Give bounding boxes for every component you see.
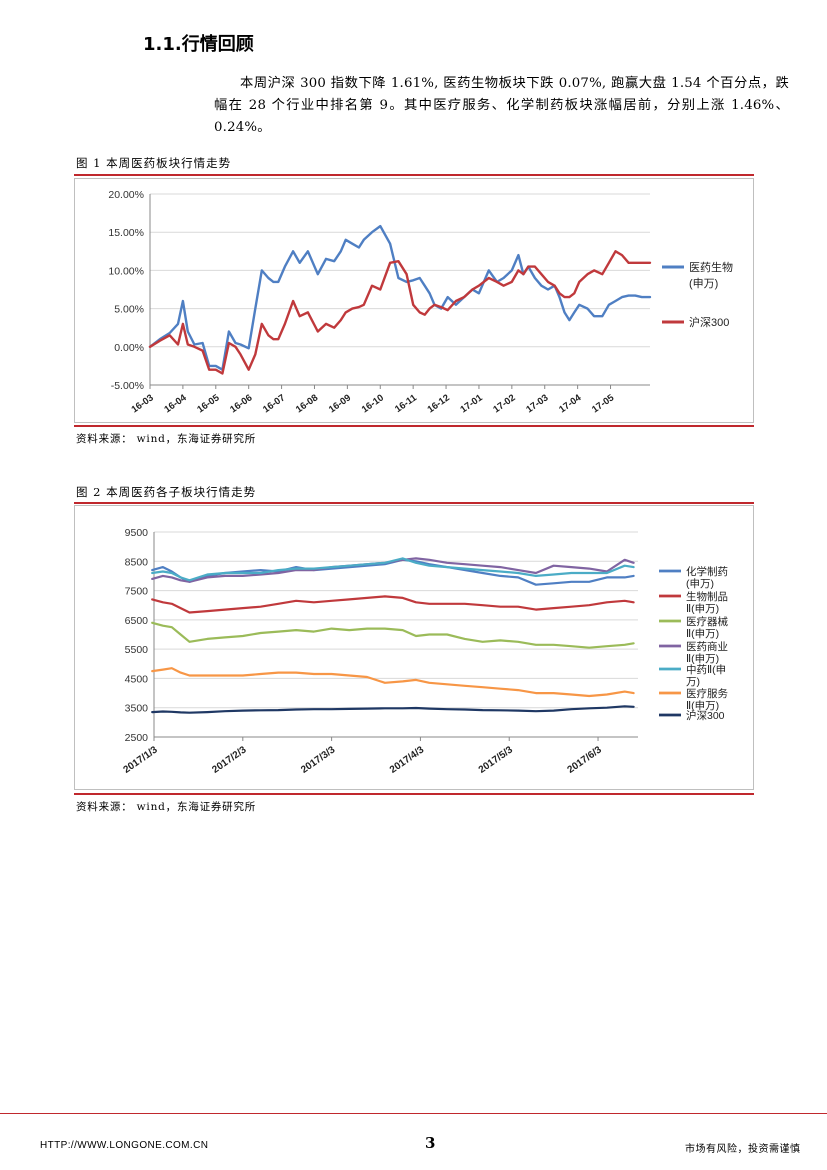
footer-disclaimer: 市场有风险，投资需谨慎 — [685, 1144, 801, 1155]
chart-frame — [74, 178, 754, 423]
series-line — [148, 250, 652, 375]
y-tick-label: 5.00% — [114, 304, 144, 316]
figure2-caption: 图 2 本周医药各子板块行情走势 — [76, 485, 257, 499]
y-tick-label: 4500 — [125, 673, 149, 685]
figure1-chart: -5.00%0.00%5.00%10.00%15.00%20.00%16-03 1… — [74, 178, 754, 423]
legend-label: 医疗器械 — [686, 615, 728, 628]
legend-label: Ⅱ(申万) — [686, 699, 719, 712]
legend-label: 医药生物 — [689, 260, 733, 274]
legend-label: 生物制品 — [686, 590, 728, 603]
figure2-bottom-rule — [74, 793, 754, 795]
figure2-source: 资料来源： wind，东海证券研究所 — [76, 801, 257, 813]
figure1-top-rule — [74, 174, 754, 176]
legend-label: 医疗服务 — [686, 687, 728, 700]
series-line — [151, 621, 635, 649]
legend-label: 医药商业 — [686, 640, 728, 653]
y-tick-label: 2500 — [125, 732, 149, 744]
y-tick-label: 20.00% — [108, 189, 144, 201]
footer-url[interactable]: HTTP://WWW.LONGONE.COM.CN — [40, 1140, 209, 1151]
y-tick-label: 3500 — [125, 703, 149, 715]
legend-label: 中药Ⅱ(申 — [686, 663, 726, 676]
series-line — [151, 558, 635, 586]
legend-label: Ⅱ(申万) — [686, 627, 719, 640]
chart-frame — [74, 505, 754, 790]
y-tick-label: 0.00% — [114, 342, 144, 354]
series-line — [151, 667, 635, 698]
y-tick-label: 10.00% — [108, 265, 144, 277]
summary-paragraph: 本周沪深 300 指数下降 1.61%, 医药生物板块下跌 0.07%, 跑赢大… — [214, 76, 789, 135]
figure1-caption: 图 1 本周医药板块行情走势 — [76, 156, 232, 170]
series-line — [148, 224, 652, 371]
y-tick-label: -5.00% — [111, 380, 144, 392]
figure2-chart: 250035004500550065007500850095002017/1/3… — [74, 505, 754, 790]
legend-label: (申万) — [686, 577, 714, 590]
series-line — [151, 595, 635, 614]
y-tick-label: 8500 — [125, 556, 149, 568]
legend-label: 沪深300 — [686, 709, 725, 722]
series-line — [151, 705, 635, 714]
y-tick-label: 15.00% — [108, 227, 144, 239]
legend-label: Ⅱ(申万) — [686, 652, 719, 665]
figure1-bottom-rule — [74, 425, 754, 427]
legend-label: 沪深300 — [689, 315, 729, 329]
legend-label: 万) — [686, 676, 700, 688]
legend-label: 化学制药 — [686, 565, 728, 578]
legend-label: (申万) — [689, 277, 718, 290]
y-tick-label: 9500 — [125, 527, 149, 539]
series-line — [151, 557, 635, 582]
y-tick-label: 6500 — [125, 615, 149, 627]
y-tick-label: 5500 — [125, 644, 149, 656]
footer-rule — [0, 1113, 827, 1114]
figure2-top-rule — [74, 502, 754, 504]
legend-label: Ⅱ(申万) — [686, 602, 719, 615]
section-title: 1.1.行情回顾 — [143, 34, 254, 55]
figure1-source: 资料来源： wind，东海证券研究所 — [76, 433, 257, 445]
y-tick-label: 7500 — [125, 586, 149, 598]
page-number: 3 — [425, 1134, 436, 1152]
